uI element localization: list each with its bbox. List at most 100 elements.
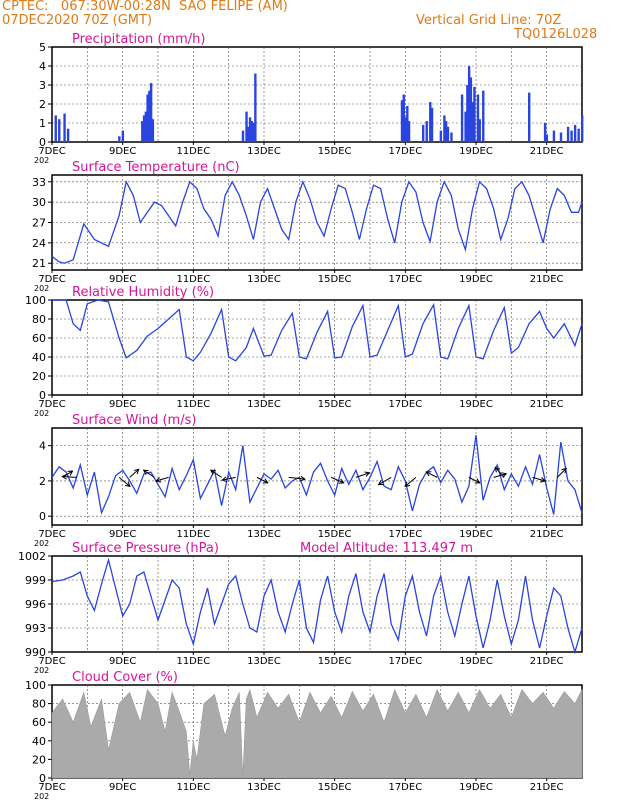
precip-bar xyxy=(63,113,66,142)
wind-arrow xyxy=(210,469,222,478)
precip-bar xyxy=(577,128,580,142)
precip-bar xyxy=(151,119,155,142)
precip-bar xyxy=(245,111,248,142)
precip-bar xyxy=(466,85,469,142)
pres-panel xyxy=(48,555,583,655)
precip-bar xyxy=(254,73,257,142)
rh-ytick-label: 0 xyxy=(39,389,46,402)
temp-ytick-label: 24 xyxy=(32,237,46,250)
temp-line xyxy=(51,179,583,264)
temp-ytick-label: 30 xyxy=(32,196,46,209)
wind-xtick-label: 15DEC xyxy=(318,529,352,540)
precip-bar xyxy=(121,130,125,142)
wind-xtick-label: 7DEC xyxy=(38,529,65,540)
precip-bar xyxy=(400,100,404,142)
header-grid-line: Vertical Grid Line: 70Z xyxy=(416,13,562,28)
wind-year-stub: 202 xyxy=(34,539,49,548)
rh-ytick-label: 20 xyxy=(32,370,46,383)
wind-arrow xyxy=(155,476,169,482)
rh-xtick-label: 7DEC xyxy=(38,399,65,410)
precip-bar xyxy=(478,119,481,142)
precip-ytick-label: 2 xyxy=(39,98,46,111)
wind-arrow xyxy=(62,475,77,478)
wind-ytick-label: 0 xyxy=(39,510,46,523)
precip-bar xyxy=(402,94,405,142)
cloud-xtick-label: 15DEC xyxy=(318,782,352,793)
rh-xtick-label: 17DEC xyxy=(388,399,422,410)
wind-ytick-label: 2 xyxy=(39,475,46,488)
precip-bar xyxy=(573,124,577,142)
precip-bar xyxy=(545,134,549,142)
precip-bar xyxy=(250,121,254,142)
precip-bar xyxy=(149,83,153,142)
temp-ytick-label: 33 xyxy=(32,176,46,189)
precip-bar xyxy=(446,126,450,142)
cloud-xtick-label: 7DEC xyxy=(38,782,65,793)
precip-bar xyxy=(66,128,70,142)
wind-xtick-label: 19DEC xyxy=(459,529,493,540)
pres-ytick-label: 990 xyxy=(25,646,46,659)
precip-bar xyxy=(241,130,245,142)
rh-ytick-label: 60 xyxy=(32,332,46,345)
pres-xtick-label: 13DEC xyxy=(247,656,281,667)
precip-bar xyxy=(430,107,434,142)
wind-arrow xyxy=(494,467,505,478)
precip-bar xyxy=(425,121,428,142)
precip-bar xyxy=(248,117,252,142)
pres-extra: Model Altitude: 113.497 m xyxy=(300,541,473,556)
precip-ytick-label: 4 xyxy=(39,60,46,73)
header-run-date: 07DEC2020 70Z (GMT) xyxy=(2,13,153,28)
wind-arrow xyxy=(129,468,140,478)
pres-title: Surface Pressure (hPa) xyxy=(72,541,219,556)
wind-arrow-head xyxy=(377,480,384,486)
cloud-panel xyxy=(48,684,583,781)
wind-arrow-head xyxy=(494,466,501,473)
precip-bar xyxy=(552,130,556,142)
cloud-xtick-label: 11DEC xyxy=(176,782,210,793)
wind-arrow xyxy=(468,476,480,484)
wind-arrow xyxy=(532,476,546,482)
precip-bar xyxy=(528,92,531,142)
precip-bar xyxy=(476,94,480,142)
wind-arrow xyxy=(378,476,392,486)
wind-xtick-label: 21DEC xyxy=(530,529,564,540)
cloud-ytick-label: 20 xyxy=(32,753,46,766)
precip-bar xyxy=(144,111,148,142)
wind-arrow xyxy=(404,476,417,487)
wind-arrow xyxy=(288,476,305,480)
wind-arrow-head xyxy=(124,481,131,488)
rh-xtick-label: 19DEC xyxy=(459,399,493,410)
precip-bar xyxy=(570,130,573,142)
temp-xtick-label: 21DEC xyxy=(530,274,564,285)
wind-arrow-head xyxy=(540,477,547,483)
precip-title: Precipitation (mm/h) xyxy=(72,32,205,47)
wind-arrow-head xyxy=(501,472,508,478)
precip-bar xyxy=(58,119,61,142)
temp-title: Surface Temperature (nC) xyxy=(72,160,240,175)
wind-arrow-head xyxy=(67,470,74,476)
wind-title: Surface Wind (m/s) xyxy=(72,413,196,428)
precip-bar xyxy=(439,130,443,142)
wind-arrow-head xyxy=(61,473,68,480)
wind-arrow-head xyxy=(338,478,345,484)
precip-bar xyxy=(118,136,121,142)
pres-xtick-label: 17DEC xyxy=(388,656,422,667)
temp-panel xyxy=(48,174,583,273)
wind-frame xyxy=(51,427,583,526)
precip-bar xyxy=(443,115,446,142)
wind-arrow-head xyxy=(404,481,411,488)
precip-bar xyxy=(450,132,453,142)
cloud-ytick-label: 100 xyxy=(25,679,46,692)
wind-arrow-head xyxy=(425,471,432,477)
precip-bar xyxy=(247,126,250,142)
cloud-xtick-label: 21DEC xyxy=(530,782,564,793)
precip-panel xyxy=(48,46,584,145)
rh-xtick-label: 9DEC xyxy=(109,399,136,410)
precip-bar xyxy=(467,66,471,142)
precip-bar xyxy=(429,102,432,142)
header-station: CPTEC: 067:30W-00:28N SAO FELIPE (AM) xyxy=(2,0,288,14)
precip-bar xyxy=(482,90,485,142)
precip-xtick-label: 19DEC xyxy=(459,146,493,157)
pres-year-stub: 202 xyxy=(34,666,49,675)
pres-xtick-label: 21DEC xyxy=(530,656,564,667)
